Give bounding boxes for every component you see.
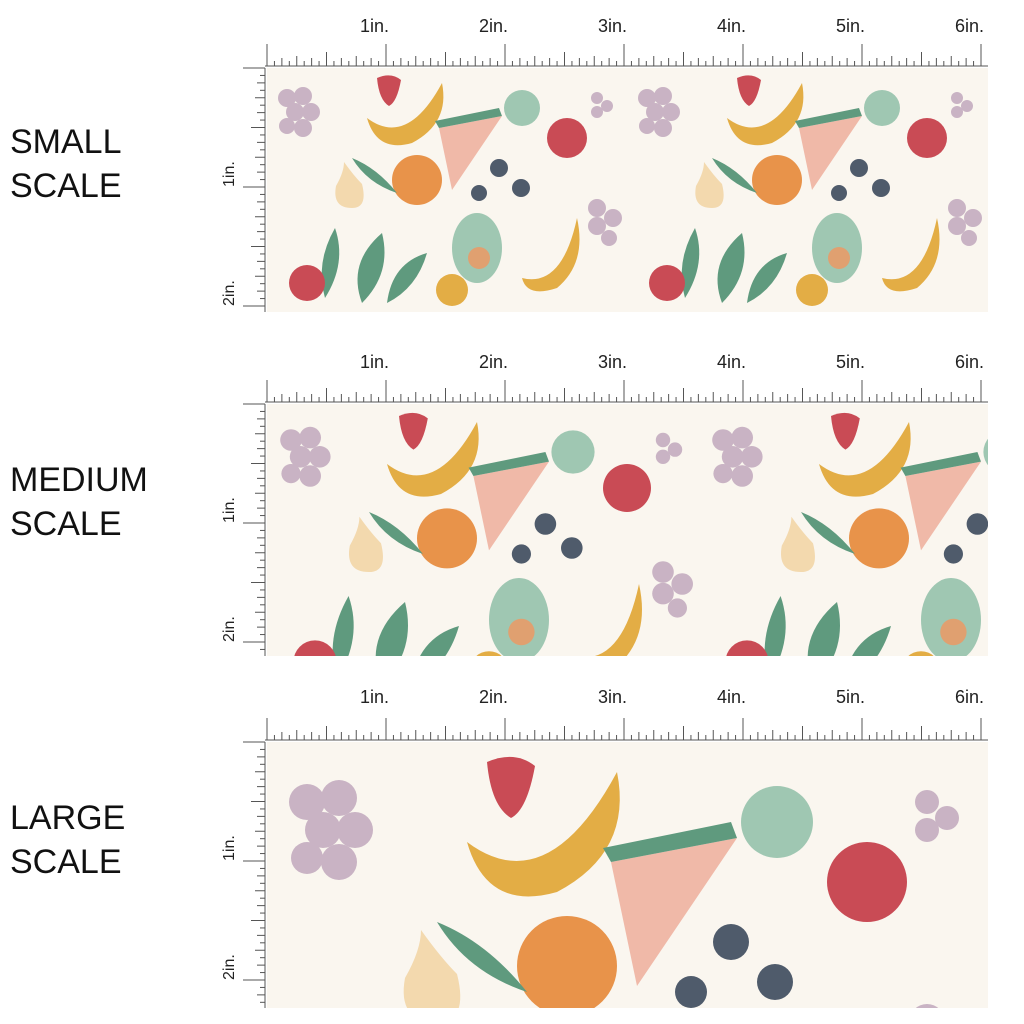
- scale-label: SCALE: [10, 505, 122, 543]
- ruler-label: 5in.: [836, 352, 865, 372]
- ruler-label: 4in.: [717, 687, 746, 707]
- ruler-label: 4in.: [717, 16, 746, 36]
- ruler-label: 2in.: [221, 954, 238, 980]
- ruler-label: 5in.: [836, 687, 865, 707]
- ruler-label: 2in.: [221, 280, 238, 306]
- ruler-label: 3in.: [598, 16, 627, 36]
- ruler-label: 6in.: [955, 687, 984, 707]
- ruler-label: 6in.: [955, 16, 984, 36]
- ruler-label: 6in.: [955, 352, 984, 372]
- ruler-label: 1in.: [221, 161, 238, 187]
- ruler-label: 2in.: [221, 616, 238, 642]
- ruler-label: 5in.: [836, 16, 865, 36]
- fabric-swatch: [267, 68, 988, 312]
- scale-label: MEDIUM: [10, 461, 148, 499]
- ruler-label: 3in.: [598, 687, 627, 707]
- ruler-label: 1in.: [360, 16, 389, 36]
- ruler-label: 3in.: [598, 352, 627, 372]
- scale-label: SMALL: [10, 123, 122, 161]
- ruler-label: 4in.: [717, 352, 746, 372]
- ruler-label: 2in.: [479, 687, 508, 707]
- scale-label: LARGE: [10, 799, 125, 837]
- scale-label: SCALE: [10, 843, 122, 881]
- ruler-label: 2in.: [479, 16, 508, 36]
- ruler-label: 1in.: [360, 687, 389, 707]
- ruler-label: 2in.: [479, 352, 508, 372]
- ruler-label: 1in.: [360, 352, 389, 372]
- ruler-label: 1in.: [221, 835, 238, 861]
- ruler-label: 1in.: [221, 497, 238, 523]
- fabric-swatch: [267, 404, 988, 656]
- fabric-swatch: [267, 742, 988, 1008]
- scale-label: SCALE: [10, 167, 122, 205]
